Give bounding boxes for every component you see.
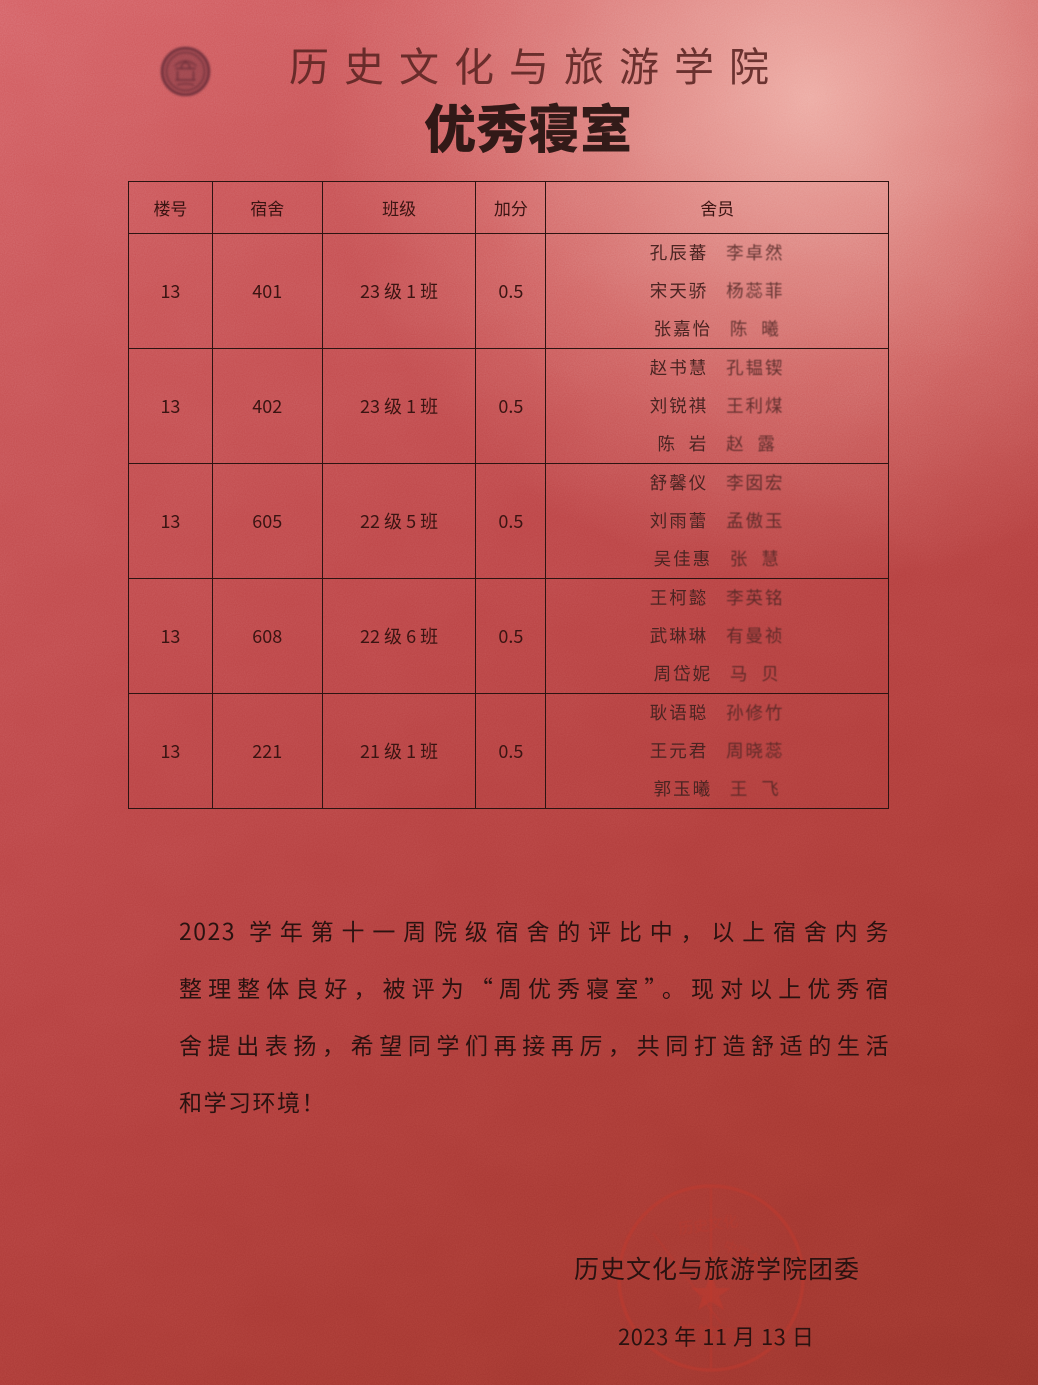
- svg-text:历史文化: 历史文化: [677, 1210, 739, 1239]
